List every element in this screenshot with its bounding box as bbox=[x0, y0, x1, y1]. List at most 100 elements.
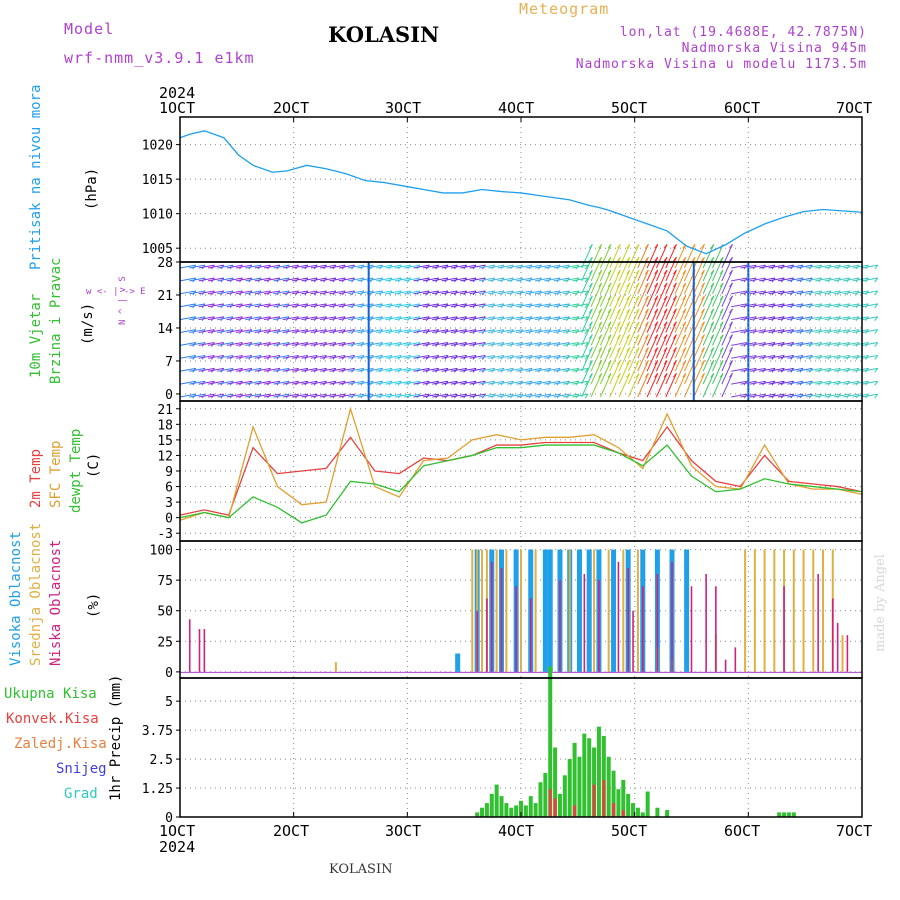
wind-barb-17-9 bbox=[338, 380, 355, 385]
wind-barb-flag-39-6 bbox=[556, 342, 561, 347]
wind-barb-flag-32-8 bbox=[491, 368, 496, 373]
wind-barb-flag-3-7 bbox=[220, 355, 225, 360]
wind-barb-25-1 bbox=[413, 277, 430, 282]
wind-barb-49-10 bbox=[637, 373, 649, 398]
xtick-top-5: 6OCT bbox=[724, 99, 761, 117]
wind-barb-flag-8-7 bbox=[267, 355, 271, 360]
wind-barb-61-2 bbox=[749, 290, 766, 295]
wind-barb-64-0 bbox=[777, 264, 794, 269]
precip-bar-0-7 bbox=[509, 807, 514, 817]
wind-barb-71-10 bbox=[843, 393, 860, 398]
wind-barb-flag-60-2 bbox=[752, 290, 757, 296]
wind-barb-63-0 bbox=[768, 264, 785, 269]
cloud-bar-0-9 bbox=[567, 549, 573, 672]
wind-barb-14-2 bbox=[310, 290, 327, 295]
wind-barb-flag-24-10 bbox=[416, 393, 421, 399]
wind-barb-32-1 bbox=[478, 277, 495, 282]
wind-barb-flag-33-7 bbox=[500, 355, 505, 360]
wind-barb-73-10 bbox=[861, 393, 878, 398]
wind-barb-flag-36-3 bbox=[528, 303, 533, 309]
wind-barb-flag-48-7 bbox=[635, 334, 640, 339]
wind-compass: w <- | -> E bbox=[86, 287, 146, 297]
wind-barb-flag-43-5 bbox=[588, 308, 593, 314]
wind-barb-62-2 bbox=[759, 290, 776, 295]
wind-barb-flag-43-4 bbox=[588, 295, 593, 301]
wind-barb-flag-16-1 bbox=[341, 277, 346, 283]
wind-barb-flag-7-5 bbox=[257, 329, 262, 334]
wind-barb-40-6 bbox=[553, 342, 570, 346]
wind-barb-flag-26-10 bbox=[435, 393, 440, 399]
wind-barb-flag-17-0 bbox=[351, 264, 355, 270]
wind-barb-flag-2-1 bbox=[211, 277, 215, 283]
wind-barb-60-8 bbox=[740, 367, 757, 372]
chart-data-layer bbox=[179, 130, 863, 817]
wind-barb-45-0 bbox=[599, 244, 612, 269]
wind-barb-68-9 bbox=[815, 380, 832, 385]
wind-barb-41-6 bbox=[562, 342, 579, 346]
wind-barb-flag-35-4 bbox=[519, 316, 524, 322]
wind-barb-flag-26-4 bbox=[435, 316, 440, 322]
wind-barb-4-6 bbox=[217, 342, 234, 346]
cloud-bar-1-26 bbox=[831, 549, 834, 672]
wind-barb-13-2 bbox=[301, 290, 318, 295]
wind-barb-62-1 bbox=[759, 277, 776, 282]
wind-barb-30-10 bbox=[460, 393, 477, 398]
wind-barb-16-5 bbox=[329, 329, 346, 333]
cloud-bar-1-10 bbox=[593, 549, 596, 672]
cloud-bar-0-3 bbox=[499, 549, 505, 672]
wind-barb-flag-45-10 bbox=[607, 372, 612, 378]
wind-barb-72-2 bbox=[852, 290, 869, 295]
wind-barb-flag-32-6 bbox=[491, 342, 496, 347]
wind-barb-14-0 bbox=[310, 264, 327, 269]
wind-barb-flag-44-8 bbox=[598, 347, 603, 352]
wind-barb-flag-26-5 bbox=[435, 329, 440, 334]
wind-barb-flag-65-5 bbox=[799, 329, 804, 334]
wind-barb-46-10 bbox=[609, 373, 621, 398]
wind-barb-flag-24-4 bbox=[416, 316, 421, 322]
wind-barb-27-0 bbox=[432, 264, 449, 269]
wind-barb-flag-48-2 bbox=[635, 269, 640, 275]
wind-barb-flag-63-7 bbox=[780, 355, 785, 360]
wind-barb-flag-47-2 bbox=[626, 269, 631, 275]
wind-barb-40-8 bbox=[553, 367, 570, 372]
wind-barb-13-9 bbox=[301, 380, 318, 385]
wind-barb-8-5 bbox=[254, 329, 271, 333]
precip-bar-0-28 bbox=[611, 770, 616, 817]
wind-barb-72-6 bbox=[852, 342, 869, 346]
wind-barb-48-5 bbox=[627, 308, 640, 333]
xtick-top-3: 4OCT bbox=[498, 99, 535, 117]
wind-barb-16-10 bbox=[329, 393, 346, 398]
wind-barb-flag-17-6 bbox=[351, 342, 355, 347]
wind-barb-64-9 bbox=[777, 380, 794, 385]
wind-barb-flag-54-1 bbox=[691, 256, 696, 262]
wind-barb-6-1 bbox=[235, 277, 252, 282]
wind-barb-flag-19-5 bbox=[369, 329, 374, 334]
wind-barb-29-0 bbox=[450, 264, 467, 269]
wind-barb-35-7 bbox=[506, 354, 523, 359]
wind-barb-38-0 bbox=[534, 264, 551, 269]
wind-barb-62-7 bbox=[759, 354, 776, 359]
wind-barb-flag-27-5 bbox=[444, 329, 449, 334]
wind-barb-7-1 bbox=[245, 277, 262, 282]
wind-barb-flag-23-1 bbox=[407, 277, 412, 283]
wind-barb-flag-68-0 bbox=[827, 264, 832, 270]
wind-barb-34-2 bbox=[497, 290, 514, 295]
wind-barb-53-3 bbox=[674, 282, 687, 307]
wind-barb-9-0 bbox=[263, 264, 280, 269]
wind-barb-flag-25-1 bbox=[425, 277, 430, 283]
wind-barb-68-4 bbox=[815, 316, 832, 321]
wind-barb-46-6 bbox=[609, 321, 621, 346]
wind-barb-7-9 bbox=[245, 380, 262, 385]
wind-barb-55-2 bbox=[693, 269, 705, 295]
wind-barb-flag-14-7 bbox=[323, 355, 327, 360]
wind-barb-28-3 bbox=[441, 303, 458, 308]
wind-barb-17-6 bbox=[338, 342, 355, 346]
wind-barb-38-6 bbox=[534, 342, 551, 346]
wind-barb-35-1 bbox=[506, 277, 523, 282]
wind-barb-flag-65-8 bbox=[799, 368, 804, 373]
wind-barb-62-10 bbox=[759, 393, 776, 398]
wind-barb-flag-41-6 bbox=[575, 342, 580, 347]
wind-barb-71-9 bbox=[843, 380, 860, 385]
cloud-bar-1-0 bbox=[334, 662, 337, 672]
wind-barb-flag-0-2 bbox=[192, 290, 197, 296]
